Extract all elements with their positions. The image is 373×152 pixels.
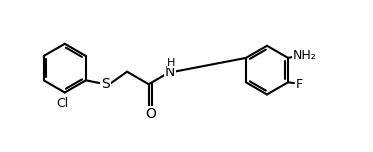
Text: F: F bbox=[295, 78, 303, 91]
Text: H: H bbox=[167, 58, 175, 68]
Text: S: S bbox=[101, 77, 110, 91]
Text: N: N bbox=[165, 65, 175, 79]
Text: NH₂: NH₂ bbox=[293, 49, 316, 62]
Text: Cl: Cl bbox=[57, 97, 69, 110]
Text: O: O bbox=[145, 107, 156, 121]
